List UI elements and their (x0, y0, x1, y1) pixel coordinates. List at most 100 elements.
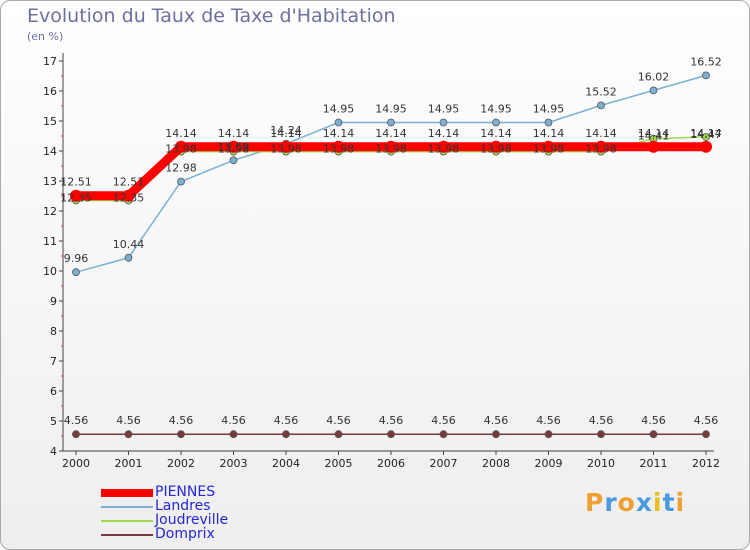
data-label-piennes: 14.14 (165, 127, 197, 140)
data-label-joudreville: 14.47 (690, 128, 722, 141)
data-label-domprix: 4.56 (274, 414, 299, 427)
legend-label-piennes: PIENNES (155, 484, 216, 500)
data-label-landres: 9.96 (64, 252, 89, 265)
data-point-piennes (437, 140, 450, 153)
axes: 4 5 6 7 8 9 10 11 12 13 14 15 16 17 2000 2001 2002 2003 20… (43, 53, 720, 470)
logo-letter: r (604, 488, 618, 517)
data-point-piennes (280, 140, 292, 153)
x-tick-label: 2009 (535, 457, 563, 470)
data-label-joudreville: 12.35 (113, 192, 145, 205)
data-point-domprix (282, 430, 290, 439)
data-label-domprix: 4.56 (169, 414, 194, 427)
data-label-piennes: 14.14 (638, 127, 670, 140)
x-tick-label: 2001 (115, 457, 143, 470)
data-point-piennes (595, 140, 607, 153)
data-label-joudreville: 14.41 (638, 130, 670, 143)
data-point-domprix (649, 430, 658, 439)
data-label-landres: 14.24 (270, 124, 302, 137)
legend-swatch-domprix (101, 534, 153, 536)
data-point-piennes (227, 140, 240, 153)
data-label-domprix: 4.56 (221, 414, 246, 427)
x-tick-label: 2006 (377, 457, 405, 470)
data-point-piennes (175, 140, 187, 153)
data-point-landres (387, 118, 395, 127)
data-label-piennes: 14.14 (533, 127, 565, 140)
data-label-joudreville: 13.98 (218, 143, 250, 156)
logo-letter: i (653, 488, 663, 517)
data-point-domprix (492, 430, 500, 439)
x-tick-label: 2011 (640, 457, 668, 470)
data-label-joudreville: 13.98 (533, 143, 565, 156)
data-label-joudreville: 13.98 (375, 143, 407, 156)
x-tick-label: 2012 (692, 457, 720, 470)
y-tick-label: 16 (43, 85, 57, 98)
y-tick-label: 6 (50, 385, 57, 398)
x-tick-label: 2002 (167, 457, 195, 470)
x-tick-label: 2010 (587, 457, 615, 470)
data-point-domprix (439, 430, 448, 439)
data-label-joudreville: 13.98 (428, 143, 460, 156)
data-label-piennes: 12.51 (60, 176, 92, 189)
data-point-piennes (385, 140, 397, 153)
data-point-landres (229, 156, 238, 165)
y-tick-label: 14 (43, 145, 57, 158)
series-layer (70, 71, 712, 439)
data-point-landres (492, 118, 500, 127)
data-point-domprix (702, 430, 710, 439)
data-point-landres (597, 101, 605, 110)
data-point-piennes (700, 140, 712, 153)
data-label-domprix: 4.56 (484, 414, 509, 427)
x-tick-label: 2008 (482, 457, 510, 470)
data-label-joudreville: 13.98 (270, 143, 302, 156)
x-tick-label: 2003 (220, 457, 248, 470)
y-tick-label: 12 (43, 205, 57, 218)
y-tick-label: 7 (50, 355, 57, 368)
data-label-landres: 14.95 (480, 103, 512, 116)
data-point-joudreville (702, 132, 710, 141)
data-point-piennes (647, 140, 660, 153)
data-label-piennes: 14.14 (218, 127, 250, 140)
logo-letter: i (675, 488, 686, 517)
data-point-landres (334, 118, 343, 127)
data-label-landres: 16.52 (690, 55, 722, 68)
data-label-joudreville: 12.35 (60, 192, 92, 205)
data-point-landres (177, 177, 185, 186)
data-label-domprix: 4.56 (694, 414, 719, 427)
data-point-landres (439, 118, 448, 127)
data-label-landres: 14.95 (323, 103, 355, 116)
data-point-piennes (122, 189, 135, 202)
proxiti-logo: Proxiti (585, 488, 685, 517)
legend-label-landres: Landres (155, 498, 211, 514)
data-label-landres: 14.95 (375, 103, 407, 116)
legend-swatch-piennes (101, 489, 153, 497)
data-point-domprix (72, 430, 80, 439)
data-point-landres (124, 253, 133, 262)
data-label-joudreville: 13.98 (323, 143, 355, 156)
logo-letter: P (585, 488, 605, 517)
y-tick-label: 5 (50, 415, 57, 428)
chart-title: Evolution du Taux de Taxe d'Habitation (27, 5, 396, 27)
data-label-landres: 14.95 (533, 103, 565, 116)
data-label-piennes: 14.14 (428, 127, 460, 140)
legend-label-joudreville: Joudreville (155, 512, 229, 528)
x-tick-label: 2005 (325, 457, 353, 470)
data-point-domprix (124, 430, 133, 439)
data-point-landres (702, 71, 710, 80)
legend-swatch-joudreville (101, 520, 153, 522)
data-point-domprix (229, 430, 238, 439)
data-label-domprix: 4.56 (641, 414, 666, 427)
y-axis-unit: (en %) (27, 30, 64, 43)
logo-letter: x (635, 488, 653, 517)
data-point-landres (544, 118, 553, 127)
data-point-domprix (387, 430, 395, 439)
y-tick-label: 4 (50, 445, 57, 458)
data-point-domprix (334, 430, 343, 439)
y-tick-label: 17 (43, 55, 57, 68)
data-label-piennes: 14.14 (323, 127, 355, 140)
logo-letter: t (662, 488, 676, 517)
data-point-domprix (544, 430, 553, 439)
y-tick-label: 10 (43, 265, 57, 278)
data-label-joudreville: 13.98 (480, 143, 512, 156)
data-point-piennes (332, 140, 345, 153)
